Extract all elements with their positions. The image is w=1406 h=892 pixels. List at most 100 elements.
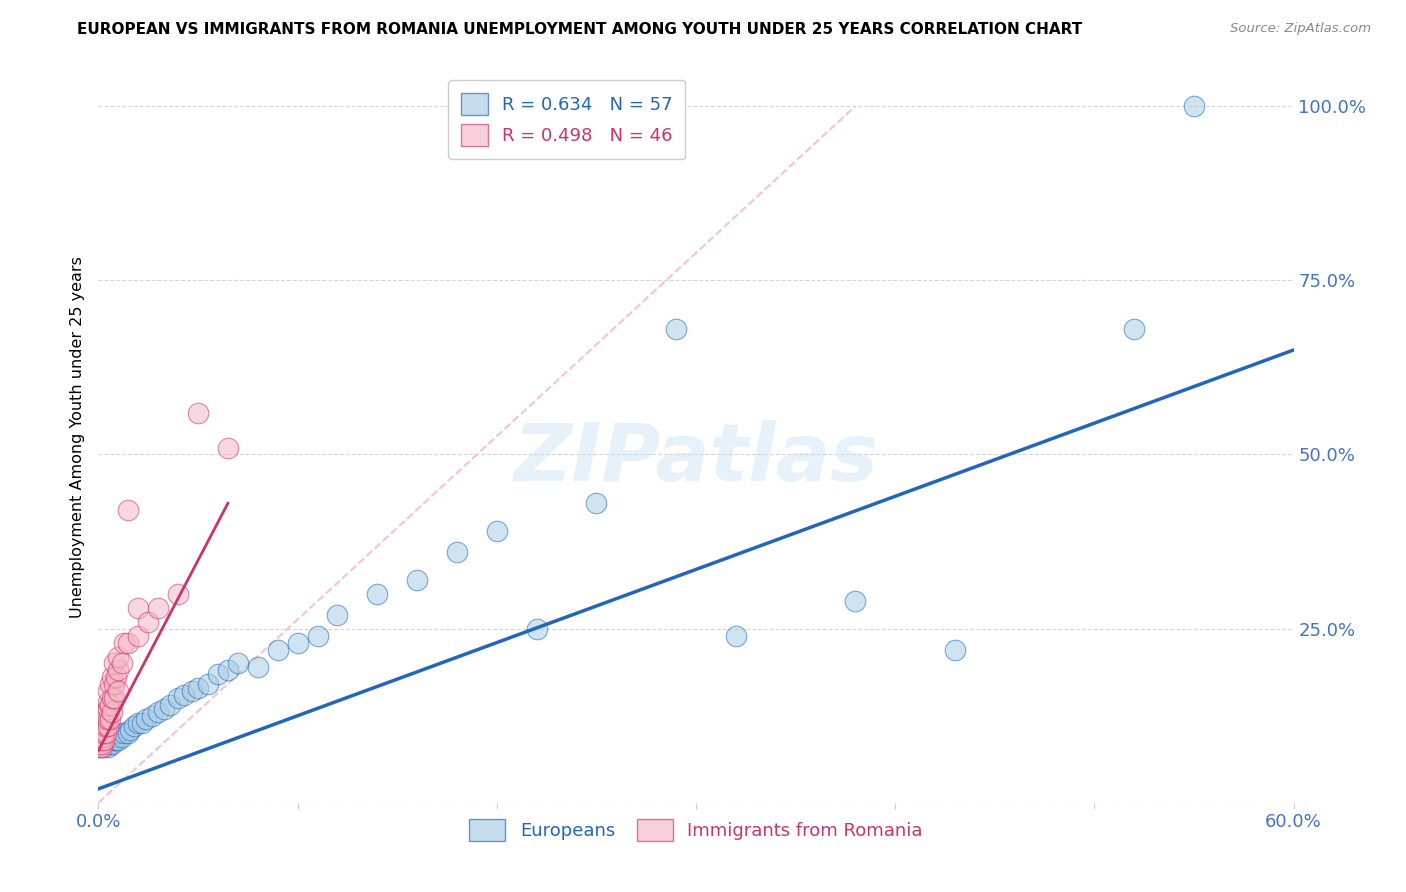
Point xyxy=(103,691,125,706)
Point xyxy=(105,670,128,684)
Point xyxy=(98,712,122,726)
Point xyxy=(173,688,195,702)
Point xyxy=(98,737,122,751)
Point xyxy=(89,740,111,755)
Point xyxy=(141,708,163,723)
Point xyxy=(127,600,149,615)
Point xyxy=(127,629,149,643)
Point xyxy=(111,730,134,744)
Point xyxy=(93,705,115,719)
Point xyxy=(148,600,170,615)
Point xyxy=(98,730,122,744)
Point xyxy=(93,719,115,733)
Text: Source: ZipAtlas.com: Source: ZipAtlas.com xyxy=(1230,22,1371,36)
Point xyxy=(943,642,966,657)
Point xyxy=(96,719,118,733)
Point xyxy=(96,712,118,726)
Point xyxy=(89,737,111,751)
Point xyxy=(153,702,176,716)
Point xyxy=(107,684,129,698)
Point xyxy=(120,723,142,737)
Point xyxy=(105,733,128,747)
Point xyxy=(101,737,124,751)
Point xyxy=(96,737,118,751)
Point xyxy=(135,712,157,726)
Point xyxy=(187,681,209,695)
Point xyxy=(93,726,115,740)
Point xyxy=(89,737,111,751)
Point xyxy=(93,733,115,747)
Point xyxy=(91,733,114,747)
Point xyxy=(98,677,122,691)
Point xyxy=(159,698,181,713)
Point xyxy=(112,635,135,649)
Point xyxy=(97,719,120,733)
Legend: Europeans, Immigrants from Romania: Europeans, Immigrants from Romania xyxy=(463,812,929,848)
Point xyxy=(96,705,118,719)
Point xyxy=(107,726,129,740)
Point xyxy=(107,733,129,747)
Point xyxy=(103,677,125,691)
Point xyxy=(1123,322,1146,336)
Point xyxy=(226,657,249,671)
Point xyxy=(96,726,118,740)
Point xyxy=(267,642,290,657)
Point xyxy=(197,677,219,691)
Point xyxy=(406,573,429,587)
Point xyxy=(89,733,111,747)
Point xyxy=(167,587,190,601)
Point xyxy=(93,712,115,726)
Point xyxy=(127,715,149,730)
Point xyxy=(91,737,114,751)
Point xyxy=(111,657,134,671)
Point xyxy=(724,629,747,643)
Point xyxy=(117,503,139,517)
Point xyxy=(526,622,548,636)
Point xyxy=(181,684,204,698)
Point xyxy=(91,726,114,740)
Point xyxy=(246,660,269,674)
Point xyxy=(97,712,120,726)
Point xyxy=(93,740,115,755)
Text: ZIPatlas: ZIPatlas xyxy=(513,420,879,498)
Point xyxy=(97,684,120,698)
Point xyxy=(101,670,124,684)
Point xyxy=(187,406,209,420)
Point xyxy=(103,726,125,740)
Point xyxy=(107,649,129,664)
Point xyxy=(91,740,114,755)
Point xyxy=(89,740,111,755)
Point xyxy=(103,733,125,747)
Point xyxy=(96,730,118,744)
Point xyxy=(136,615,159,629)
Y-axis label: Unemployment Among Youth under 25 years: Unemployment Among Youth under 25 years xyxy=(70,256,86,618)
Point xyxy=(97,695,120,709)
Point xyxy=(107,664,129,678)
Point xyxy=(217,664,239,678)
Point xyxy=(91,730,114,744)
Point xyxy=(117,635,139,649)
Point xyxy=(117,726,139,740)
Point xyxy=(105,730,128,744)
Point xyxy=(112,726,135,740)
Point xyxy=(585,496,607,510)
Point xyxy=(307,629,329,643)
Point xyxy=(131,715,153,730)
Point xyxy=(91,733,114,747)
Point xyxy=(97,740,120,755)
Point xyxy=(98,698,122,713)
Point xyxy=(97,733,120,747)
Point xyxy=(665,322,688,336)
Point xyxy=(167,691,190,706)
Point xyxy=(103,657,125,671)
Point xyxy=(844,594,866,608)
Point xyxy=(366,587,388,601)
Point xyxy=(97,702,120,716)
Point xyxy=(217,441,239,455)
Point xyxy=(148,705,170,719)
Point xyxy=(91,737,114,751)
Point xyxy=(326,607,349,622)
Point xyxy=(93,733,115,747)
Point xyxy=(101,691,124,706)
Point xyxy=(207,667,229,681)
